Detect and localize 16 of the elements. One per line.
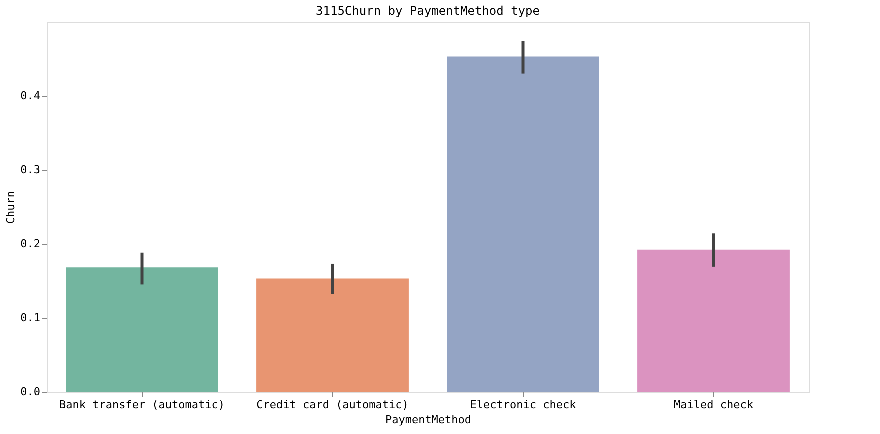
x-tick-label: Credit card (automatic) [256, 398, 409, 412]
x-tick-label: Mailed check [674, 398, 754, 412]
y-tick-label: 0.3 [20, 164, 40, 176]
x-tick-label: Bank transfer (automatic) [59, 398, 226, 412]
bar [447, 56, 600, 392]
x-tick-label: Electronic check [470, 398, 577, 412]
y-tick-label: 0.4 [20, 90, 41, 102]
y-axis-title: Churn [4, 190, 18, 224]
chart-title: 3115Churn by PaymentMethod type [316, 4, 540, 18]
y-tick-label: 0.1 [20, 312, 40, 324]
bar [66, 268, 218, 392]
y-tick-label: 0.0 [20, 386, 40, 398]
bar [256, 278, 409, 392]
bar [638, 250, 790, 392]
y-tick-label: 0.2 [20, 238, 40, 250]
x-axis-title: PaymentMethod [385, 414, 472, 426]
